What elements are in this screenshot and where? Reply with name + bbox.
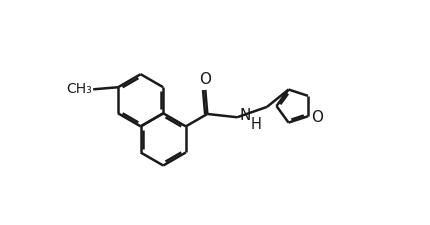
Text: H: H: [251, 117, 262, 132]
Text: N: N: [240, 108, 251, 123]
Text: O: O: [311, 110, 323, 125]
Text: CH₃: CH₃: [66, 82, 92, 96]
Text: O: O: [199, 72, 211, 87]
